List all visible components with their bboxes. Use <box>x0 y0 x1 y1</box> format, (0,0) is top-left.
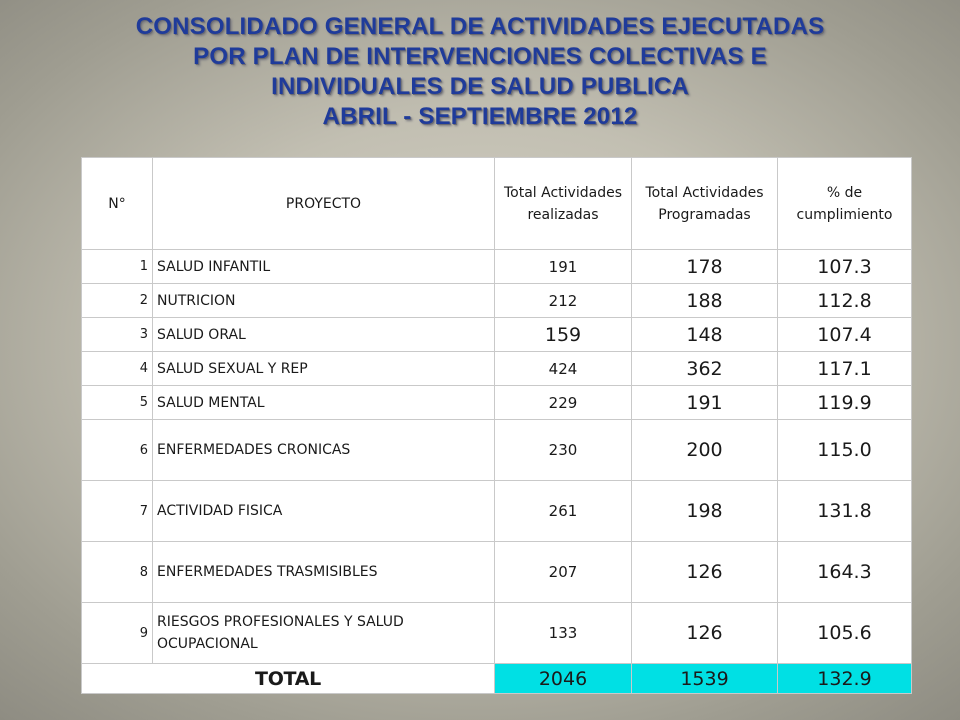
row-cumplimiento: 119.9 <box>777 385 912 420</box>
row-cumplimiento: 107.3 <box>777 249 912 284</box>
row-num: 1 <box>81 249 153 284</box>
table-row: 4 SALUD SEXUAL Y REP 424 362 117.1 <box>81 351 912 386</box>
total-realizadas: 2046 <box>494 663 632 694</box>
row-cumplimiento: 112.8 <box>777 283 912 318</box>
row-realizadas: 261 <box>494 480 632 542</box>
row-num: 4 <box>81 351 153 386</box>
table-total-row: TOTAL 2046 1539 132.9 <box>81 663 912 694</box>
row-cumplimiento: 131.8 <box>777 480 912 542</box>
row-programadas: 200 <box>631 419 778 481</box>
row-proyecto: SALUD MENTAL <box>152 385 495 420</box>
row-realizadas: 159 <box>494 317 632 352</box>
table-row: 9 RIESGOS PROFESIONALES Y SALUD OCUPACIO… <box>81 602 912 664</box>
table-row: 6 ENFERMEDADES CRONICAS 230 200 115.0 <box>81 419 912 481</box>
table-row: 5 SALUD MENTAL 229 191 119.9 <box>81 385 912 420</box>
row-programadas: 198 <box>631 480 778 542</box>
row-realizadas: 424 <box>494 351 632 386</box>
row-num: 2 <box>81 283 153 318</box>
row-programadas: 188 <box>631 283 778 318</box>
row-cumplimiento: 107.4 <box>777 317 912 352</box>
row-proyecto: ENFERMEDADES TRASMISIBLES <box>152 541 495 603</box>
total-label: TOTAL <box>81 663 495 694</box>
row-proyecto: SALUD INFANTIL <box>152 249 495 284</box>
table-row: 2 NUTRICION 212 188 112.8 <box>81 283 912 318</box>
row-num: 6 <box>81 419 153 481</box>
row-realizadas: 191 <box>494 249 632 284</box>
total-programadas: 1539 <box>631 663 778 694</box>
row-programadas: 362 <box>631 351 778 386</box>
row-realizadas: 229 <box>494 385 632 420</box>
total-cumplimiento: 132.9 <box>777 663 912 694</box>
row-proyecto: ENFERMEDADES CRONICAS <box>152 419 495 481</box>
header-cumplimiento: % de cumplimiento <box>777 157 912 250</box>
row-cumplimiento: 115.0 <box>777 419 912 481</box>
header-programadas: Total Actividades Programadas <box>631 157 778 250</box>
row-proyecto: SALUD SEXUAL Y REP <box>152 351 495 386</box>
row-num: 8 <box>81 541 153 603</box>
row-programadas: 148 <box>631 317 778 352</box>
table-row: 7 ACTIVIDAD FISICA 261 198 131.8 <box>81 480 912 542</box>
row-proyecto: ACTIVIDAD FISICA <box>152 480 495 542</box>
row-cumplimiento: 164.3 <box>777 541 912 603</box>
table-row: 1 SALUD INFANTIL 191 178 107.3 <box>81 249 912 284</box>
header-proyecto: PROYECTO <box>152 157 495 250</box>
row-num: 9 <box>81 602 153 664</box>
table-header-row: N° PROYECTO Total Actividades realizadas… <box>81 157 912 250</box>
row-cumplimiento: 105.6 <box>777 602 912 664</box>
row-num: 3 <box>81 317 153 352</box>
row-programadas: 178 <box>631 249 778 284</box>
row-cumplimiento: 117.1 <box>777 351 912 386</box>
row-num: 5 <box>81 385 153 420</box>
table-row: 8 ENFERMEDADES TRASMISIBLES 207 126 164.… <box>81 541 912 603</box>
row-proyecto: RIESGOS PROFESIONALES Y SALUD OCUPACIONA… <box>152 602 495 664</box>
table-row: 3 SALUD ORAL 159 148 107.4 <box>81 317 912 352</box>
title-line-2: POR PLAN DE INTERVENCIONES COLECTIVAS E <box>193 43 767 70</box>
title-line-1: CONSOLIDADO GENERAL DE ACTIVIDADES EJECU… <box>135 13 825 40</box>
row-proyecto: NUTRICION <box>152 283 495 318</box>
row-programadas: 126 <box>631 602 778 664</box>
row-proyecto: SALUD ORAL <box>152 317 495 352</box>
header-num: N° <box>81 157 153 250</box>
page-title: CONSOLIDADO GENERAL DE ACTIVIDADES EJECU… <box>60 12 900 132</box>
row-programadas: 126 <box>631 541 778 603</box>
row-realizadas: 212 <box>494 283 632 318</box>
header-realizadas: Total Actividades realizadas <box>494 157 632 250</box>
row-realizadas: 230 <box>494 419 632 481</box>
activities-table: N° PROYECTO Total Actividades realizadas… <box>81 157 912 694</box>
row-realizadas: 207 <box>494 541 632 603</box>
title-line-4: ABRIL - SEPTIEMBRE 2012 <box>322 103 638 130</box>
title-line-3: INDIVIDUALES DE SALUD PUBLICA <box>271 73 689 100</box>
row-programadas: 191 <box>631 385 778 420</box>
row-realizadas: 133 <box>494 602 632 664</box>
row-num: 7 <box>81 480 153 542</box>
